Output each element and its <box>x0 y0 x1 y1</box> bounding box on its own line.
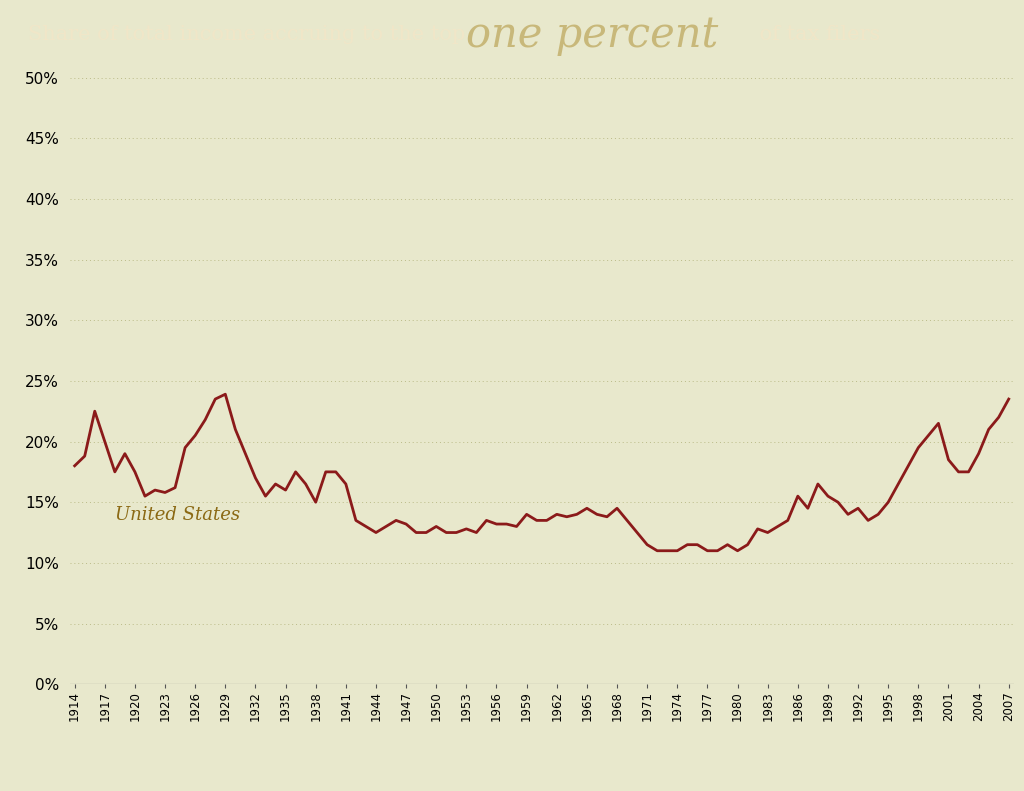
Text: one percent: one percent <box>466 13 718 56</box>
Text: Share of total income accruing to the top: Share of total income accruing to the to… <box>28 25 471 44</box>
Text: of tax filers: of tax filers <box>753 25 880 44</box>
Text: United States: United States <box>115 506 240 524</box>
